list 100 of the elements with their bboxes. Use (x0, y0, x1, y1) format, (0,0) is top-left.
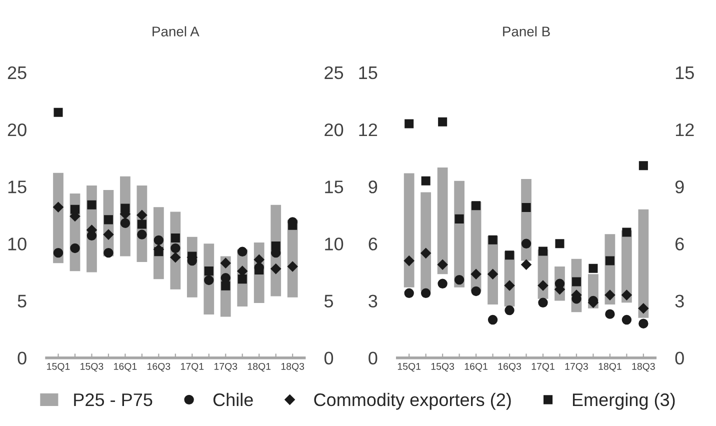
y-tick-label: 5 (18, 294, 26, 308)
point (254, 265, 264, 274)
point (53, 248, 64, 258)
x-tick-label: 17Q3 (565, 362, 588, 372)
y-tick-label: 3 (368, 294, 378, 308)
point (622, 314, 632, 325)
y2-tick-label: 25 (324, 66, 344, 80)
point (104, 248, 114, 258)
x-tick-label: 16Q3 (498, 362, 521, 372)
point (622, 228, 632, 237)
x-tick-label: 16Q1 (464, 362, 488, 372)
x-tick-label: 15Q1 (398, 362, 421, 372)
point (522, 203, 531, 212)
point (404, 288, 414, 298)
point (103, 229, 114, 240)
point (137, 230, 147, 240)
point (472, 201, 481, 210)
point (638, 318, 648, 328)
y-tick-label: 25 (8, 66, 26, 80)
legend-label: Emerging (3) (572, 392, 675, 410)
point (188, 252, 197, 261)
point (538, 298, 548, 308)
point (220, 273, 230, 283)
point (170, 243, 180, 254)
point (538, 280, 548, 291)
point (137, 220, 146, 229)
point (120, 204, 130, 213)
y2-tick-label: 6 (676, 238, 684, 250)
point (120, 218, 130, 228)
point (488, 269, 498, 280)
y-tick-label: 20 (8, 123, 26, 136)
x-tick-label: 18Q3 (632, 362, 655, 372)
point (204, 266, 214, 276)
y-tick-label: 0 (18, 352, 26, 365)
point (605, 256, 614, 266)
point (70, 204, 80, 214)
point (622, 290, 632, 300)
point (104, 215, 113, 224)
legend-label: P25 - P75 (74, 393, 152, 406)
y-tick-label: 15 (359, 66, 378, 80)
point (638, 303, 649, 314)
x-tick-label: 18Q1 (598, 362, 622, 372)
point (238, 246, 248, 257)
point (454, 214, 464, 224)
x-tick-label: 16Q1 (114, 362, 137, 372)
y2-tick-label: 12 (676, 123, 694, 136)
point (438, 117, 448, 126)
point (504, 280, 515, 291)
point (521, 259, 532, 270)
x-tick-label: 18Q3 (281, 362, 304, 372)
point (270, 264, 281, 274)
point (254, 254, 264, 265)
x-tick-label: 15Q3 (431, 362, 454, 372)
x-tick-label: 17Q1 (181, 362, 204, 372)
point (421, 176, 430, 186)
point (154, 235, 164, 246)
legend-label: Chile (213, 392, 253, 406)
bar (420, 192, 432, 292)
point (53, 202, 64, 212)
bar (404, 173, 414, 288)
y2-tick-label: 10 (325, 238, 344, 250)
point (220, 258, 231, 268)
point (204, 275, 214, 286)
bar (437, 168, 448, 274)
y-tick-label: 12 (359, 123, 378, 136)
y2-tick-label: 0 (324, 352, 334, 365)
point (438, 278, 448, 288)
point (170, 252, 181, 262)
y2-tick-label: 15 (676, 66, 694, 80)
point (588, 264, 598, 273)
x-tick-label: 16Q3 (148, 362, 170, 372)
point (470, 269, 482, 280)
x-tick-label: 17Q3 (214, 362, 238, 372)
x-tick-label: 17Q1 (532, 362, 554, 372)
point (538, 246, 548, 256)
point (170, 233, 180, 242)
point (154, 247, 164, 256)
point (54, 108, 63, 117)
point (521, 238, 532, 249)
point (504, 305, 514, 316)
y-tick-label: 9 (368, 180, 378, 194)
chart-title: Panel A (152, 26, 200, 36)
y-tick-label: 0 (368, 352, 378, 365)
point (87, 200, 96, 210)
point (70, 243, 80, 254)
y2-tick-label: 0 (675, 352, 684, 365)
x-tick-label: 15Q3 (80, 362, 104, 372)
point (271, 241, 280, 250)
y2-tick-label: 5 (324, 294, 334, 308)
point (404, 119, 414, 128)
point (572, 277, 581, 286)
point (638, 161, 648, 170)
point (437, 259, 448, 270)
bar (638, 209, 649, 318)
point (488, 314, 498, 325)
y-tick-label: 10 (8, 238, 26, 250)
chart-title: Panel B (503, 26, 550, 36)
y2-tick-label: 15 (325, 180, 344, 194)
point (404, 256, 414, 266)
point (288, 220, 298, 230)
